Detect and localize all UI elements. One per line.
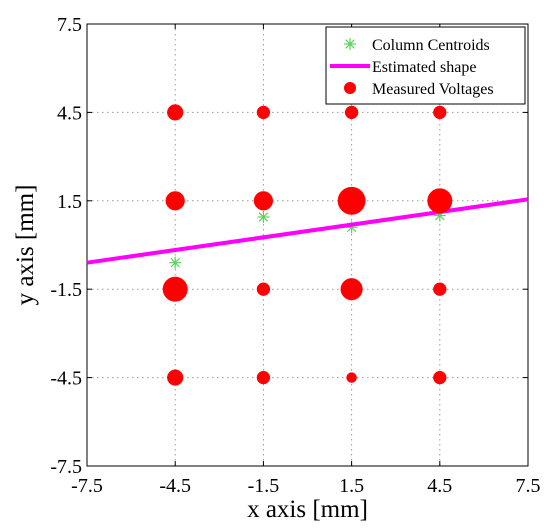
measured-voltage-point xyxy=(253,191,273,211)
legend-entry-centroids: Column Centroids xyxy=(344,37,490,54)
y-tick-label: 7.5 xyxy=(57,14,82,36)
grid-layer xyxy=(87,24,528,466)
legend-shape-label: Estimated shape xyxy=(372,59,476,76)
plot-frame xyxy=(86,23,529,467)
data-layer xyxy=(86,104,529,386)
estimated-shape-line xyxy=(86,197,529,265)
x-tick-label: -4.5 xyxy=(159,475,191,497)
series-estimated-shape xyxy=(86,197,529,265)
column-centroid-point xyxy=(169,256,182,269)
column-centroid-point xyxy=(257,211,270,224)
legend-centroid-marker xyxy=(344,38,356,50)
x-axis-label: x axis [mm] xyxy=(247,496,368,523)
measured-voltage-point xyxy=(167,104,184,121)
x-tick-label: -7.5 xyxy=(71,475,103,497)
measured-voltage-point xyxy=(162,276,188,302)
tick-layer: -7.5 -4.5 -1.5 1.5 4.5 7.5 -7.5 -4.5 -1.5 1.5 4.5 7… xyxy=(50,14,540,497)
y-tick-label: -4.5 xyxy=(50,368,82,390)
legend-centroid-label: Column Centroids xyxy=(372,37,490,54)
x-tick-label: -1.5 xyxy=(248,475,280,497)
column-centroid-stroke-3 xyxy=(170,257,180,268)
measured-voltage-point xyxy=(346,372,357,383)
y-tick-label: -1.5 xyxy=(50,279,82,301)
legend: Column Centroids Estimated shape Measure… xyxy=(325,26,526,105)
x-tick-label: 7.5 xyxy=(516,475,541,497)
y-tick-label: 1.5 xyxy=(57,191,82,213)
legend-voltage-label: Measured Voltages xyxy=(372,81,494,98)
measured-voltage-point xyxy=(165,191,185,211)
column-centroid-stroke-3 xyxy=(258,212,269,222)
legend-entry-shape: Estimated shape xyxy=(330,59,476,76)
y-axis-label: y axis [mm] xyxy=(12,185,39,306)
legend-centroid-stroke-3 xyxy=(345,39,355,49)
measured-voltage-point xyxy=(256,282,271,296)
x-tick-label: 1.5 xyxy=(339,475,364,497)
x-tick-label: 4.5 xyxy=(427,475,452,497)
measured-voltage-point xyxy=(427,188,453,214)
legend-voltage-marker xyxy=(344,82,356,94)
legend-box xyxy=(325,26,526,105)
series-measured-voltages xyxy=(162,104,453,386)
measured-voltage-point xyxy=(256,105,271,120)
measured-voltage-point xyxy=(167,369,184,386)
measured-voltage-point xyxy=(344,105,359,120)
measured-voltage-point xyxy=(433,105,447,120)
measured-voltage-point xyxy=(433,370,447,385)
measured-voltage-point xyxy=(337,186,366,215)
legend-entry-voltages: Measured Voltages xyxy=(344,81,494,98)
y-tick-label: -7.5 xyxy=(50,456,82,478)
measured-voltage-point xyxy=(340,278,363,301)
measured-voltage-point xyxy=(433,282,447,296)
y-tick-label: 4.5 xyxy=(57,102,82,124)
measured-voltage-point xyxy=(256,370,271,385)
